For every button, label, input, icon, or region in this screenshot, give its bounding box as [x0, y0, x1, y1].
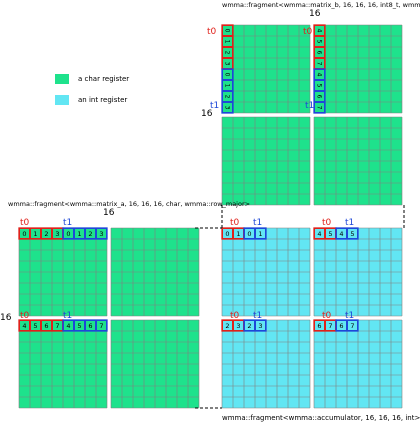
- acc-q3-t1-group: [243, 319, 267, 332]
- matrix-b-t0-col2-digit: 4: [316, 29, 323, 33]
- acc-t1-q3: t1: [253, 311, 263, 321]
- acc-q4-t1-digit: 7: [350, 322, 354, 330]
- matrix-a-t1-bottom: t1: [63, 311, 73, 321]
- matrix-b-t0-col-digit: 3: [224, 62, 231, 66]
- acc-q4-t0-digit: 7: [328, 322, 332, 330]
- acc-q4-t1-digit: 6: [339, 322, 343, 330]
- matrix-b-t0-col-digit: 0: [224, 29, 231, 33]
- matrix-b-t1-col-digit: 0: [224, 73, 231, 77]
- matrix-a-r2-t1-digit: 6: [88, 322, 92, 330]
- acc-q2-t1-digit: 4: [339, 230, 343, 238]
- acc-t0-q2: t0: [322, 218, 332, 228]
- acc-q3-t1-digit: 3: [258, 322, 262, 330]
- acc-t0-q1: t0: [230, 218, 240, 228]
- matrix-b-t1-col2-group: [313, 68, 326, 114]
- acc-q2-t1-group: [335, 227, 359, 240]
- matrix-a-r1-t1-digit: 3: [99, 230, 103, 238]
- dashed-connector-layer: [195, 205, 405, 409]
- matrix-a-r2-t0-digit: 5: [33, 322, 37, 330]
- acc-q1-t0-digit: 1: [236, 230, 240, 238]
- acc-q1-t1-digit: 1: [258, 230, 262, 238]
- legend-int-label: an int register: [78, 96, 128, 104]
- matrix-b-t0-left: t0: [207, 27, 217, 37]
- acc-q2-t0-digit: 5: [328, 230, 332, 238]
- matrix-a-r2-t1-digit: 5: [77, 322, 81, 330]
- acc-t1-q2: t1: [345, 218, 355, 228]
- char-register-swatch: [55, 74, 69, 84]
- acc-q3-t1-digit: 2: [247, 322, 251, 330]
- matrix-a-r1-t0-digit: 2: [44, 230, 48, 238]
- matrix-a-dim-left: 16: [0, 313, 12, 323]
- matrix-a-r2-t0-digit: 7: [55, 322, 59, 330]
- grid-layer: [18, 24, 403, 409]
- matrix-a-r2-t0-digit: 6: [44, 322, 48, 330]
- matrix-b-t1-col-digit: 3: [224, 106, 231, 110]
- matrix-a-r1-t1-digit: 2: [88, 230, 92, 238]
- matrix-a-label: wmma::fragment<wmma::matrix_a, 16, 16, 1…: [8, 200, 251, 208]
- matrix-a-r1-t1-digit: 0: [66, 230, 70, 238]
- matrix-b-t1-left: t1: [210, 101, 220, 111]
- matrix-a-t0-bottom: t0: [20, 311, 30, 321]
- acc-t1-q1: t1: [253, 218, 263, 228]
- matrix-a-r1-t1-digit: 1: [77, 230, 81, 238]
- matrix-b-t1-col-group: [221, 68, 234, 114]
- matrix-a-r2-t1-digit: 4: [66, 322, 70, 330]
- matrix-b-t0-col-digit: 2: [224, 51, 231, 55]
- acc-q1-t1-digit: 0: [247, 230, 251, 238]
- matrix-a-r1-t0-digit: 3: [55, 230, 59, 238]
- matrix-b-t0-right: t0: [303, 27, 313, 37]
- fill-layer: [19, 25, 402, 408]
- acc-q1-t0-digit: 0: [225, 230, 229, 238]
- matrix-b-t1-col2-digit: 6: [316, 95, 323, 99]
- accumulator-label: wmma::fragment<wmma::accumulator, 16, 16…: [222, 414, 420, 422]
- matrix-b-t1-col-digit: 1: [224, 84, 231, 88]
- int-register-swatch: [55, 95, 69, 105]
- matrix-a-r1-t0-digit: 1: [33, 230, 37, 238]
- legend-char-label: a char register: [78, 75, 130, 83]
- acc-q2-t0-digit: 4: [317, 230, 321, 238]
- matrix-a-r2-t0-digit: 4: [22, 322, 26, 330]
- matrix-b-t1-col2-digit: 4: [316, 73, 323, 77]
- matrix-a-r2-t1-digit: 7: [99, 322, 103, 330]
- matrix-b-t0-col-digit: 1: [224, 40, 231, 44]
- acc-q3-t0-digit: 2: [225, 322, 229, 330]
- matrix-b-t1-col2-digit: 7: [316, 106, 323, 110]
- acc-t0-q4: t0: [322, 311, 332, 321]
- matrix-b-dim-left: 16: [201, 109, 213, 119]
- matrix-a-r1-t1-group: [62, 227, 108, 240]
- matrix-b-dim-top: 16: [309, 9, 321, 19]
- matrix-a-r1-t0-digit: 0: [22, 230, 26, 238]
- matrix-b-t1-col2-digit: 5: [316, 84, 323, 88]
- acc-t0-q3: t0: [230, 311, 240, 321]
- matrix-b-t0-col2-digit: 5: [316, 40, 323, 44]
- matrix-a-t0-top: t0: [20, 218, 30, 228]
- matrix-b-t0-col2-digit: 6: [316, 51, 323, 55]
- acc-q1-t1-group: [243, 227, 267, 240]
- acc-q4-t1-group: [335, 319, 359, 332]
- matrix-b-t1-col-digit: 2: [224, 95, 231, 99]
- matrix-a-r2-t1-group: [62, 319, 108, 332]
- matrix-b-label: wmma::fragment<wmma::matrix_b, 16, 16, 1…: [222, 1, 420, 9]
- acc-t1-q4: t1: [345, 311, 355, 321]
- acc-q3-t0-digit: 3: [236, 322, 240, 330]
- matrix-b-t0-col2-digit: 7: [316, 62, 323, 66]
- acc-q2-t1-digit: 5: [350, 230, 354, 238]
- matrix-a-t1-top: t1: [63, 218, 73, 228]
- outline-layer: [18, 24, 359, 332]
- acc-q4-t0-digit: 6: [317, 322, 321, 330]
- matrix-b-t1-right: t1: [305, 101, 315, 111]
- matrix-a-dim-top: 16: [103, 208, 115, 218]
